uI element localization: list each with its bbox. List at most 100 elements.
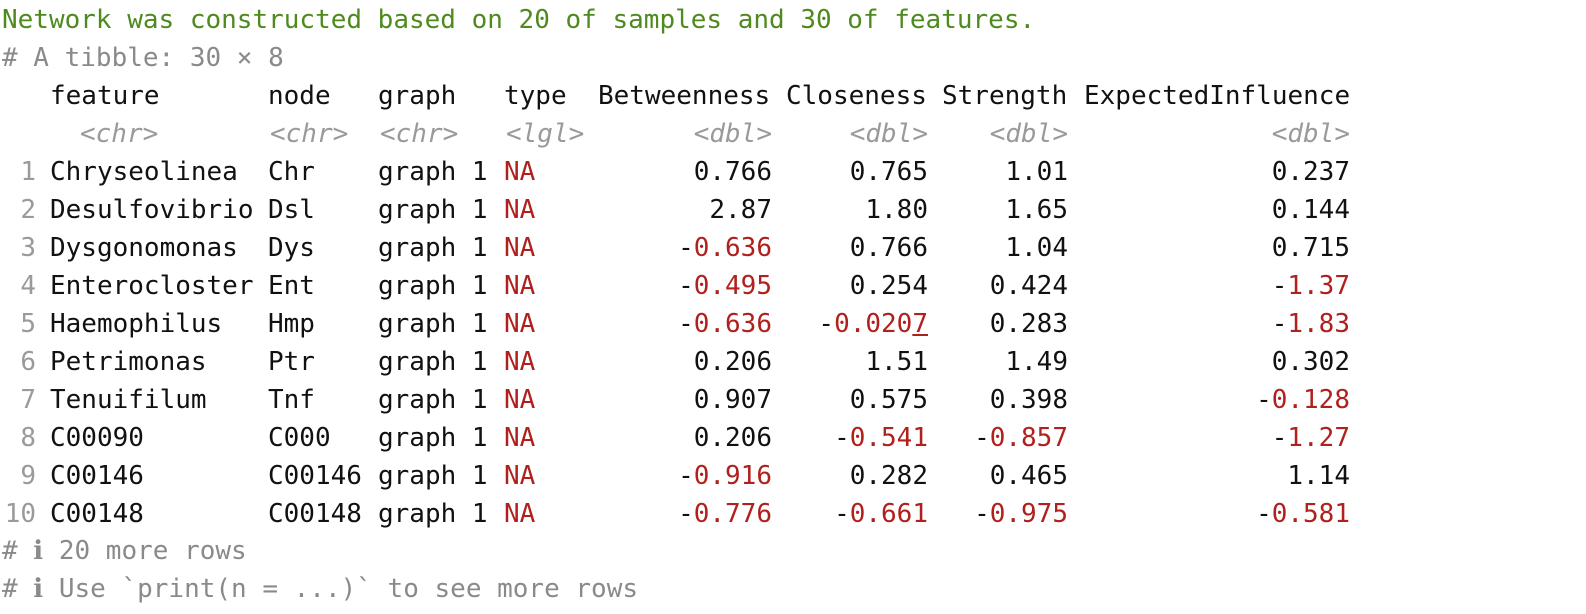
cell-expected-influence: -1.27 <box>1271 423 1350 453</box>
network-message: Network was constructed based on 20 of s… <box>2 5 1036 35</box>
cell-feature: Desulfovibrio <box>50 195 254 225</box>
row-number: 3 <box>20 233 36 263</box>
cell-feature: Tenuifilum <box>50 385 207 415</box>
tibble-header: # A tibble: 30 × 8 <box>2 43 284 73</box>
cell-type: NA <box>504 233 536 263</box>
column-header-feature: feature <box>50 81 160 111</box>
cell-type: NA <box>504 499 536 529</box>
cell-graph: graph 1 <box>378 309 488 339</box>
cell-graph: graph 1 <box>378 271 488 301</box>
cell-feature: C00146 <box>50 461 144 491</box>
cell-type: NA <box>504 157 536 187</box>
column-type-closeness: <dbl> <box>849 119 928 149</box>
row-number: 4 <box>20 271 36 301</box>
column-header-betweenness: Betweenness <box>598 81 771 111</box>
table-row: 10 C00148 C00148 graph 1 NA -0.776 -0.661 -0.97… <box>2 495 1502 533</box>
cell-expected-influence: -0.581 <box>1256 499 1350 529</box>
cell-betweenness: -0.916 <box>678 461 772 491</box>
cell-node: Ent <box>268 271 315 301</box>
footer-more-rows: # ℹ 20 more rows <box>2 536 247 566</box>
cell-betweenness: -0.776 <box>678 499 772 529</box>
cell-strength: 0.424 <box>989 271 1068 301</box>
row-number: 2 <box>20 195 36 225</box>
column-header-node: node <box>268 81 331 111</box>
cell-type: NA <box>504 461 536 491</box>
cell-expected-influence: 0.715 <box>1271 233 1350 263</box>
cell-closeness: 0.282 <box>849 461 928 491</box>
cell-closeness: 0.766 <box>849 233 928 263</box>
cell-type: NA <box>504 423 536 453</box>
cell-strength: -0.857 <box>974 423 1068 453</box>
column-type-expected-influence: <dbl> <box>1271 119 1350 149</box>
column-type-row: <chr> <chr> <chr> <lgl> <dbl> <dbl> <dbl… <box>2 115 1502 153</box>
cell-feature: Dysgonomonas <box>50 233 238 263</box>
cell-expected-influence: 1.14 <box>1287 461 1350 491</box>
cell-betweenness: 0.907 <box>693 385 772 415</box>
cell-feature: Petrimonas <box>50 347 207 377</box>
cell-closeness: 1.51 <box>865 347 928 377</box>
column-type-node: <chr> <box>270 119 349 149</box>
row-number: 10 <box>4 499 36 529</box>
cell-strength: 1.65 <box>1005 195 1068 225</box>
row-number: 7 <box>20 385 36 415</box>
cell-type: NA <box>504 309 536 339</box>
cell-node: Dsl <box>268 195 315 225</box>
cell-graph: graph 1 <box>378 347 488 377</box>
cell-strength: 0.283 <box>989 309 1068 339</box>
cell-closeness: -0.541 <box>834 423 928 453</box>
cell-node: C00148 <box>268 499 362 529</box>
row-number: 6 <box>20 347 36 377</box>
column-type-betweenness: <dbl> <box>693 119 772 149</box>
column-header-strength: Strength <box>942 81 1068 111</box>
row-number: 9 <box>20 461 36 491</box>
cell-expected-influence: 0.302 <box>1271 347 1350 377</box>
cell-graph: graph 1 <box>378 423 488 453</box>
cell-node: Hmp <box>268 309 315 339</box>
cell-node: Dys <box>268 233 315 263</box>
cell-node: Tnf <box>268 385 315 415</box>
cell-closeness: 0.575 <box>849 385 928 415</box>
cell-graph: graph 1 <box>378 385 488 415</box>
cell-feature: Haemophilus <box>50 309 223 339</box>
cell-graph: graph 1 <box>378 195 488 225</box>
row-number: 8 <box>20 423 36 453</box>
cell-expected-influence: 0.144 <box>1271 195 1350 225</box>
cell-expected-influence: -1.83 <box>1271 309 1350 339</box>
column-type-feature: <chr> <box>80 119 159 149</box>
cell-graph: graph 1 <box>378 157 488 187</box>
table-row: 7 Tenuifilum Tnf graph 1 NA 0.907 0.575 0.398 -0… <box>2 381 1502 419</box>
cell-betweenness: 0.206 <box>693 347 772 377</box>
cell-strength: 1.49 <box>1005 347 1068 377</box>
cell-feature: Chryseolinea <box>50 157 238 187</box>
column-header-expected-influence: ExpectedInfluence <box>1084 81 1351 111</box>
cell-node: C00146 <box>268 461 362 491</box>
row-number: 1 <box>20 157 36 187</box>
cell-closeness: 0.254 <box>849 271 928 301</box>
column-type-graph: <chr> <box>380 119 459 149</box>
cell-closeness: 0.765 <box>849 157 928 187</box>
cell-expected-influence: -1.37 <box>1271 271 1350 301</box>
cell-graph: graph 1 <box>378 499 488 529</box>
cell-betweenness: 2.87 <box>709 195 772 225</box>
cell-betweenness: -0.636 <box>678 309 772 339</box>
cell-type: NA <box>504 195 536 225</box>
cell-feature: Enterocloster <box>50 271 254 301</box>
table-row: 9 C00146 C00146 graph 1 NA -0.916 0.282 0.465 1.… <box>2 457 1502 495</box>
cell-feature: C00148 <box>50 499 144 529</box>
table-row: 2 Desulfovibrio Dsl graph 1 NA 2.87 1.80 1.65 0.… <box>2 191 1502 229</box>
cell-strength: 1.04 <box>1005 233 1068 263</box>
cell-type: NA <box>504 347 536 377</box>
row-number: 5 <box>20 309 36 339</box>
cell-type: NA <box>504 271 536 301</box>
cell-closeness: -0.661 <box>834 499 928 529</box>
cell-node: C000 <box>268 423 331 453</box>
cell-strength: 1.01 <box>1005 157 1068 187</box>
cell-expected-influence: -0.128 <box>1256 385 1350 415</box>
cell-feature: C00090 <box>50 423 144 453</box>
table-row: 1 Chryseolinea Chr graph 1 NA 0.766 0.765 1.01 0… <box>2 153 1502 191</box>
column-type-type: <lgl> <box>506 119 585 149</box>
cell-betweenness: 0.766 <box>693 157 772 187</box>
cell-betweenness: 0.206 <box>693 423 772 453</box>
cell-betweenness: -0.495 <box>678 271 772 301</box>
